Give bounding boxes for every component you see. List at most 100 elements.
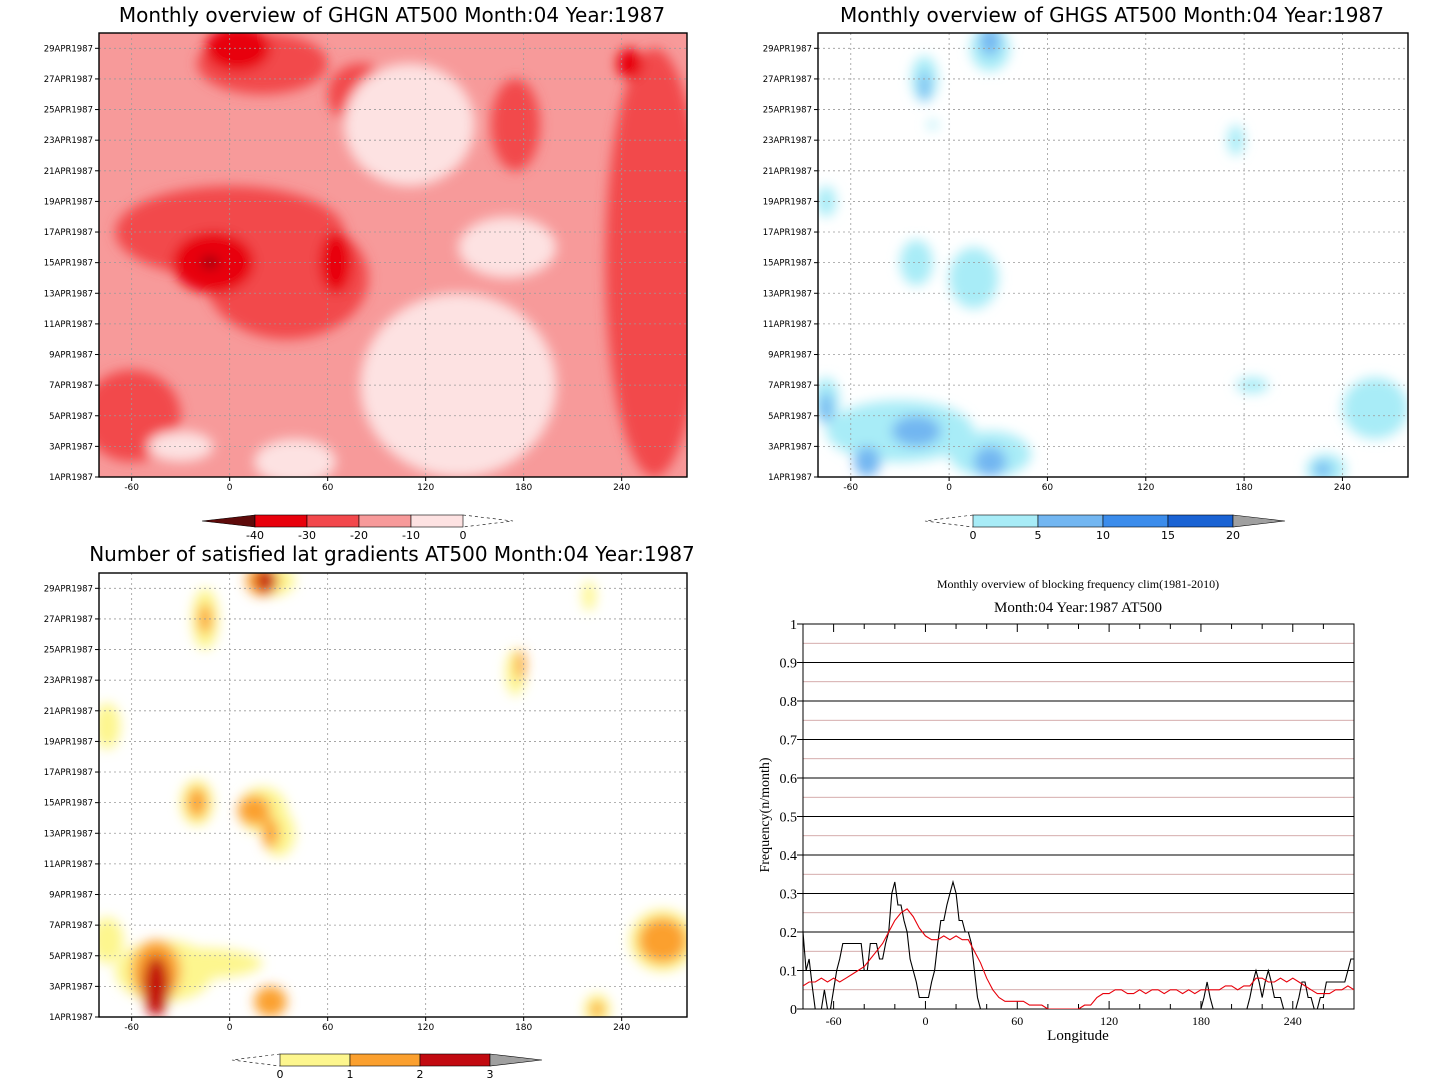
colorbar-tail-left: [924, 514, 974, 528]
plot-frame: [98, 572, 688, 1018]
x-tick-label: 240: [1334, 483, 1351, 493]
contour-region: [919, 71, 930, 102]
series-line-black: [803, 879, 1354, 1009]
x-tick-label: 0: [227, 1023, 233, 1033]
colorbar-tail-left: [201, 514, 256, 528]
y-tick-label: 17APR1987: [44, 768, 93, 778]
colorbar-segment: [279, 1053, 351, 1067]
colorbar-label: 20: [1226, 529, 1240, 542]
colorbar-label: -20: [350, 529, 368, 542]
y-tick-label: 17APR1987: [44, 228, 93, 238]
colorbar-segment: [410, 514, 464, 528]
x-tick-label: 240: [613, 1023, 630, 1033]
x-tick-label: 180: [515, 483, 532, 493]
y-tick-label: 3APR1987: [49, 442, 93, 452]
colorbar-label: -30: [298, 529, 316, 542]
x-tick-label: 60: [322, 1023, 334, 1033]
colorbar-tail-right: [462, 514, 514, 528]
colorbar-label: 2: [417, 1068, 424, 1081]
colorbar-segment: [1037, 514, 1104, 528]
y-tick-label: 0.1: [780, 965, 798, 980]
colorbar-label: 3: [487, 1068, 494, 1081]
x-tick-label: 180: [1236, 483, 1253, 493]
y-tick-label: 1APR1987: [768, 473, 812, 483]
y-tick-label: 23APR1987: [763, 136, 812, 146]
colorbar-segment: [254, 514, 308, 528]
chart-subtitle-blocking: Month:04 Year:1987 AT500: [994, 600, 1162, 616]
contour-region: [205, 33, 271, 72]
colorbar-label: -40: [246, 529, 264, 542]
contour-region: [344, 63, 475, 187]
contour-region: [360, 293, 557, 477]
y-tick-label: 7APR1987: [49, 921, 93, 931]
x-tick-label: -60: [124, 1023, 139, 1033]
x-tick-label: 60: [1011, 1014, 1023, 1028]
x-tick-label: 240: [1284, 1014, 1302, 1028]
y-tick-label: 29APR1987: [44, 44, 93, 54]
plot-frame: [817, 32, 1409, 478]
x-tick-label: 120: [417, 1023, 434, 1033]
y-tick-label: 3APR1987: [768, 442, 812, 452]
contour-region: [605, 48, 687, 477]
contour-region: [1314, 461, 1331, 477]
x-tick-label: 180: [515, 1023, 532, 1033]
x-tick-label: 180: [1192, 1014, 1210, 1028]
contour-region: [237, 795, 271, 826]
contour-region: [143, 955, 170, 1017]
contour-region: [854, 446, 881, 477]
y-tick-label: 3APR1987: [49, 982, 93, 992]
series-line-red: [803, 908, 1354, 1009]
y-tick-label: 21APR1987: [763, 167, 812, 177]
y-tick-label: 1: [790, 618, 797, 633]
y-tick-label: 27APR1987: [763, 75, 812, 85]
y-tick-label: 13APR1987: [44, 829, 93, 839]
contour-region: [254, 438, 336, 477]
colorbar-segment: [1102, 514, 1169, 528]
y-tick-label: 7APR1987: [768, 381, 812, 391]
colorbar-segment: [358, 514, 412, 528]
y-tick-label: 5APR1987: [49, 412, 93, 422]
y-tick-label: 11APR1987: [44, 860, 93, 870]
x-tick-label: -60: [843, 483, 858, 493]
x-tick-label: 60: [322, 483, 334, 493]
y-tick-label: 11APR1987: [44, 320, 93, 330]
contour-region: [99, 917, 124, 964]
y-tick-label: 15APR1987: [44, 799, 93, 809]
x-axis-label-blocking: Longitude: [1047, 1028, 1109, 1044]
y-tick-label: 7APR1987: [49, 381, 93, 391]
colorbar-label: 15: [1161, 529, 1175, 542]
contour-region: [616, 48, 643, 79]
y-tick-label: 21APR1987: [44, 167, 93, 177]
plot-area-blocking: 0 0.1 0.2 0.3 0.4 0.5 0.6 0.7 0.8 0.9 1 -60 0 60 120 18…: [780, 618, 1355, 1028]
y-tick-label: 25APR1987: [44, 646, 93, 656]
contour-region: [818, 186, 837, 217]
y-tick-label: 0.9: [780, 657, 798, 672]
y-tick-label: 15APR1987: [763, 259, 812, 269]
y-tick-label: 13APR1987: [763, 289, 812, 299]
colorbar-segment: [349, 1053, 421, 1067]
colorbar-ghgs: 0 5 10 15 20: [924, 514, 1286, 542]
colorbar-lat-gradients: 0 1 2 3: [231, 1053, 543, 1081]
contour-region: [1227, 124, 1245, 156]
chart-title-blocking: Monthly overview of blocking frequency c…: [937, 577, 1219, 591]
contour-region: [255, 573, 276, 593]
x-tick-label: 120: [1100, 1014, 1118, 1028]
chart-title-ghgs: Monthly overview of GHGS AT500 Month:04 …: [840, 3, 1384, 27]
y-tick-label: 0.8: [780, 695, 798, 710]
y-tick-label: 9APR1987: [49, 891, 93, 901]
y-tick-label: 15APR1987: [44, 259, 93, 269]
contour-region: [638, 917, 687, 964]
y-tick-label: 0.6: [780, 772, 798, 787]
y-tick-label: 25APR1987: [763, 106, 812, 116]
panel-ghgn: Monthly overview of GHGN AT500 Month:04 …: [44, 3, 688, 542]
y-tick-label: 0.5: [780, 811, 798, 826]
colorbar-tail-left: [231, 1053, 281, 1067]
x-tick-label: -60: [124, 483, 139, 493]
contour-region: [99, 703, 121, 750]
colorbar-segment: [1167, 514, 1234, 528]
x-tick-label: -60: [826, 1014, 842, 1028]
colorbar-label: -10: [402, 529, 420, 542]
colorbar-label: 0: [277, 1068, 284, 1081]
x-tick-label: 240: [613, 483, 630, 493]
